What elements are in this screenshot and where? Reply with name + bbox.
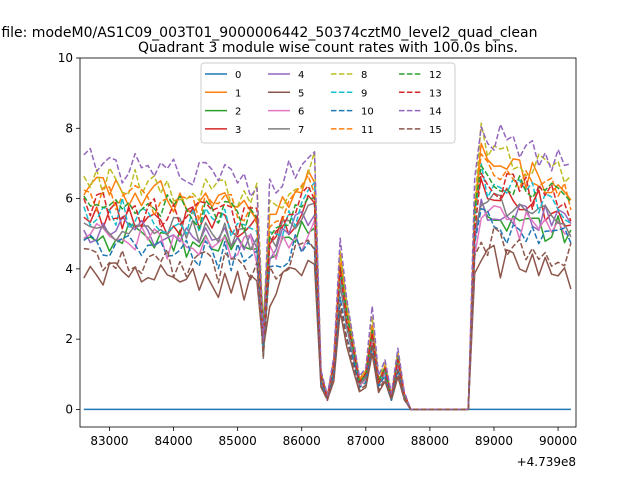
legend-label-9: 9	[361, 88, 367, 99]
legend-label-5: 5	[298, 88, 304, 99]
chart-title: Quadrant 3 module wise count rates with …	[138, 40, 518, 56]
legend-label-14: 14	[429, 107, 442, 118]
series-lines	[83, 122, 572, 411]
y-tick-label: 8	[65, 121, 73, 135]
legend-label-1: 1	[235, 88, 241, 99]
x-tick-label: 86000	[283, 434, 321, 448]
legend-label-8: 8	[361, 70, 367, 81]
legend-frame	[200, 62, 456, 144]
series-line-14	[83, 123, 572, 411]
legend-label-12: 12	[429, 70, 442, 81]
legend-label-6: 6	[298, 107, 304, 118]
x-tick-label: 88000	[411, 434, 449, 448]
y-axis-ticks: 0 2 4 6 8 10	[58, 51, 80, 416]
x-axis-ticks: 83000 84000 85000 86000 87000 88000 89000 90000	[90, 427, 577, 448]
figure-suptitle: n file: modeM0/AS1C09_003T01_9000006442_…	[0, 25, 537, 41]
x-tick-label: 87000	[347, 434, 385, 448]
legend-label-13: 13	[429, 88, 442, 99]
x-tick-label: 83000	[90, 434, 128, 448]
x-tick-label: 90000	[539, 434, 577, 448]
series-line-9	[83, 163, 572, 411]
legend-label-15: 15	[429, 125, 442, 136]
x-tick-label: 85000	[219, 434, 257, 448]
y-tick-label: 6	[65, 192, 73, 206]
legend-label-3: 3	[235, 125, 241, 136]
legend-label-7: 7	[298, 125, 304, 136]
plot-area-frame	[79, 57, 577, 428]
legend-label-10: 10	[361, 107, 374, 118]
x-tick-label: 89000	[475, 434, 513, 448]
y-tick-label: 10	[58, 51, 73, 65]
x-tick-label: 84000	[154, 434, 192, 448]
x-axis-offset-label: +4.739e8	[517, 455, 576, 469]
y-tick-label: 0	[65, 402, 73, 416]
y-tick-label: 4	[65, 262, 73, 276]
legend-label-2: 2	[235, 107, 241, 118]
series-line-11	[83, 153, 572, 411]
legend-label-11: 11	[361, 125, 374, 136]
y-tick-label: 2	[65, 332, 73, 346]
series-line-12	[83, 164, 572, 411]
series-line-15	[83, 226, 572, 411]
legend-label-0: 0	[235, 70, 241, 81]
legend-label-4: 4	[298, 70, 304, 81]
